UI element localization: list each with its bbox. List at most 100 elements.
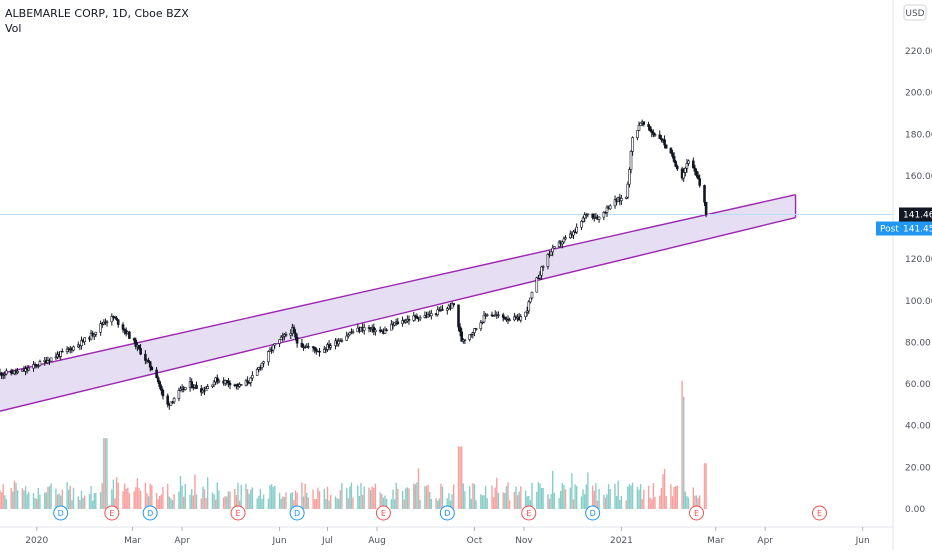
volume-bar bbox=[639, 484, 642, 509]
volume-bar bbox=[32, 493, 35, 509]
earnings-marker[interactable]: E bbox=[104, 505, 120, 521]
price-candle bbox=[572, 229, 575, 240]
volume-bar bbox=[572, 499, 575, 509]
volume-bar bbox=[515, 486, 517, 509]
price-candle bbox=[452, 303, 456, 307]
price-candle bbox=[314, 347, 318, 355]
earnings-marker[interactable]: E bbox=[812, 505, 828, 521]
earnings-marker[interactable]: E bbox=[521, 505, 537, 521]
price-candle bbox=[99, 320, 102, 336]
currency-button[interactable]: USD bbox=[903, 4, 927, 21]
volume-bar bbox=[211, 492, 214, 509]
volume-bar bbox=[518, 491, 520, 509]
price-candle bbox=[318, 347, 321, 357]
dividend-marker[interactable]: D bbox=[289, 505, 305, 521]
marker-circle bbox=[230, 505, 246, 521]
candle-body bbox=[94, 331, 98, 335]
earnings-marker[interactable]: E bbox=[689, 505, 705, 521]
volume-bar bbox=[403, 499, 405, 509]
volume-bar bbox=[451, 494, 453, 509]
candle-body bbox=[415, 315, 419, 319]
volume-bar bbox=[306, 492, 308, 509]
price-candle bbox=[160, 384, 163, 395]
price-candle bbox=[396, 317, 400, 325]
volume-bar bbox=[0, 492, 3, 509]
volume-bar bbox=[604, 497, 607, 509]
dividend-marker[interactable]: D bbox=[53, 505, 69, 521]
volume-bar bbox=[39, 494, 41, 509]
time-tick-label: Mar bbox=[707, 536, 724, 546]
price-candle bbox=[648, 125, 652, 132]
candle-body bbox=[1, 374, 5, 376]
marker-label: E bbox=[526, 509, 531, 518]
volume-bar bbox=[401, 490, 404, 509]
volume-bar bbox=[587, 472, 589, 509]
price-candle bbox=[474, 328, 478, 331]
price-candle bbox=[586, 213, 590, 218]
volume-bar bbox=[155, 492, 158, 509]
volume-bar bbox=[470, 498, 472, 509]
volume-bar bbox=[536, 491, 538, 509]
candle-body bbox=[169, 401, 173, 406]
volume-bar bbox=[237, 482, 239, 509]
volume-bar bbox=[93, 493, 95, 509]
dividend-marker[interactable]: D bbox=[142, 505, 158, 521]
volume-bar bbox=[229, 491, 231, 509]
dividend-marker[interactable]: D bbox=[585, 505, 601, 521]
candle-body bbox=[460, 331, 464, 342]
marker-label: E bbox=[109, 509, 114, 518]
price-candle bbox=[469, 333, 473, 338]
candle-body bbox=[121, 324, 125, 330]
candle-body bbox=[682, 172, 686, 179]
candle-body bbox=[322, 348, 326, 353]
candle-body bbox=[557, 241, 561, 247]
candle-body bbox=[497, 314, 500, 316]
price-candle bbox=[348, 331, 352, 336]
price-candle bbox=[562, 236, 566, 244]
volume-bar bbox=[28, 491, 30, 509]
price-candle bbox=[658, 130, 662, 139]
volume-bar bbox=[531, 482, 533, 509]
volume-bar bbox=[649, 497, 651, 509]
volume-bar bbox=[417, 468, 420, 509]
candle-body bbox=[626, 183, 630, 198]
candle-body bbox=[696, 175, 700, 179]
candle-body bbox=[671, 152, 674, 157]
volume-bar bbox=[301, 482, 303, 509]
candle-body bbox=[429, 313, 433, 317]
candle-body bbox=[660, 138, 663, 141]
earnings-marker[interactable]: E bbox=[375, 505, 391, 521]
price-tick-label: 0.00 bbox=[905, 505, 925, 515]
price-candle bbox=[123, 328, 126, 335]
volume-bar bbox=[475, 500, 477, 509]
volume-bar bbox=[149, 483, 151, 509]
marker-circle bbox=[812, 505, 828, 521]
earnings-marker[interactable]: E bbox=[230, 505, 246, 521]
candle-body bbox=[471, 332, 475, 335]
volume-bar bbox=[115, 477, 118, 509]
candle-body bbox=[458, 326, 462, 332]
candle-body bbox=[562, 238, 566, 243]
volume-bar bbox=[486, 498, 488, 509]
price-candle bbox=[597, 216, 601, 223]
price-candle bbox=[501, 312, 505, 322]
price-candle bbox=[255, 367, 259, 376]
volume-bar bbox=[687, 497, 690, 509]
volume-bar bbox=[352, 497, 354, 509]
candle-body bbox=[620, 198, 623, 202]
candle-body bbox=[653, 134, 657, 136]
dividend-marker[interactable]: D bbox=[439, 505, 455, 521]
volume-bar bbox=[338, 498, 340, 509]
candle-body bbox=[337, 340, 341, 345]
price-candle bbox=[450, 301, 454, 309]
price-tick-label: 220.00 bbox=[905, 47, 932, 57]
candle-body bbox=[306, 346, 310, 348]
volume-bar bbox=[539, 483, 541, 509]
price-candle bbox=[49, 357, 53, 362]
price-candle bbox=[9, 368, 13, 376]
candle-body bbox=[652, 132, 655, 135]
price-candle bbox=[351, 329, 355, 335]
candle-body bbox=[479, 322, 483, 329]
